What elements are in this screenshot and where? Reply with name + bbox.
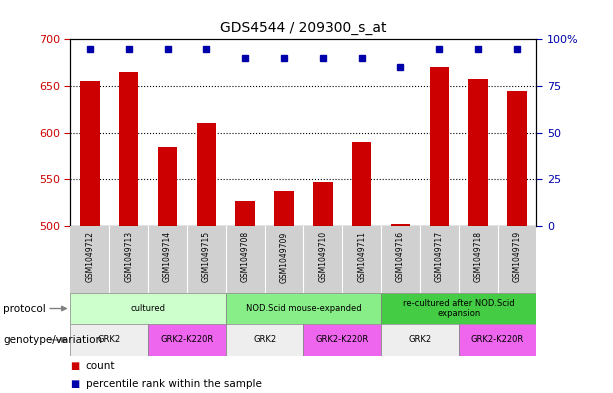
Text: GRK2: GRK2 <box>97 336 121 344</box>
Text: GSM1049709: GSM1049709 <box>280 231 289 283</box>
Bar <box>70 293 226 324</box>
Text: GSM1049712: GSM1049712 <box>85 231 94 282</box>
Bar <box>148 324 226 356</box>
Text: GSM1049710: GSM1049710 <box>318 231 327 283</box>
Bar <box>80 81 99 226</box>
Text: GSM1049718: GSM1049718 <box>474 231 482 282</box>
Text: GRK2-K220R: GRK2-K220R <box>471 336 524 344</box>
Text: re-cultured after NOD.Scid
expansion: re-cultured after NOD.Scid expansion <box>403 299 514 318</box>
Bar <box>226 324 303 356</box>
Bar <box>352 142 371 226</box>
Bar <box>430 67 449 226</box>
Text: GRK2-K220R: GRK2-K220R <box>316 336 369 344</box>
Text: genotype/variation: genotype/variation <box>3 335 102 345</box>
Bar <box>381 293 536 324</box>
Text: GRK2: GRK2 <box>253 336 276 344</box>
Text: GSM1049719: GSM1049719 <box>512 231 522 283</box>
Text: GRK2-K220R: GRK2-K220R <box>161 336 213 344</box>
Bar <box>459 324 536 356</box>
Text: protocol: protocol <box>3 303 46 314</box>
Bar <box>119 72 139 226</box>
Text: GSM1049714: GSM1049714 <box>163 231 172 283</box>
Bar <box>70 324 148 356</box>
Text: GSM1049708: GSM1049708 <box>241 231 249 283</box>
Bar <box>313 182 333 226</box>
Text: GSM1049715: GSM1049715 <box>202 231 211 283</box>
Text: GSM1049717: GSM1049717 <box>435 231 444 283</box>
Bar <box>275 191 294 226</box>
Bar <box>507 91 527 226</box>
Text: GSM1049711: GSM1049711 <box>357 231 366 282</box>
Text: percentile rank within the sample: percentile rank within the sample <box>86 379 262 389</box>
Bar <box>468 79 488 226</box>
Text: ■: ■ <box>70 361 80 371</box>
Text: GRK2: GRK2 <box>408 336 432 344</box>
Text: cultured: cultured <box>131 304 166 313</box>
Text: ■: ■ <box>70 379 80 389</box>
Bar <box>158 147 177 226</box>
Text: count: count <box>86 361 115 371</box>
Bar <box>381 324 459 356</box>
Bar <box>197 123 216 226</box>
Bar <box>391 224 410 226</box>
Bar <box>226 293 381 324</box>
Text: GSM1049716: GSM1049716 <box>396 231 405 283</box>
Title: GDS4544 / 209300_s_at: GDS4544 / 209300_s_at <box>220 22 387 35</box>
Bar <box>303 324 381 356</box>
Bar <box>235 201 255 226</box>
Text: NOD.Scid mouse-expanded: NOD.Scid mouse-expanded <box>246 304 361 313</box>
Text: GSM1049713: GSM1049713 <box>124 231 133 283</box>
